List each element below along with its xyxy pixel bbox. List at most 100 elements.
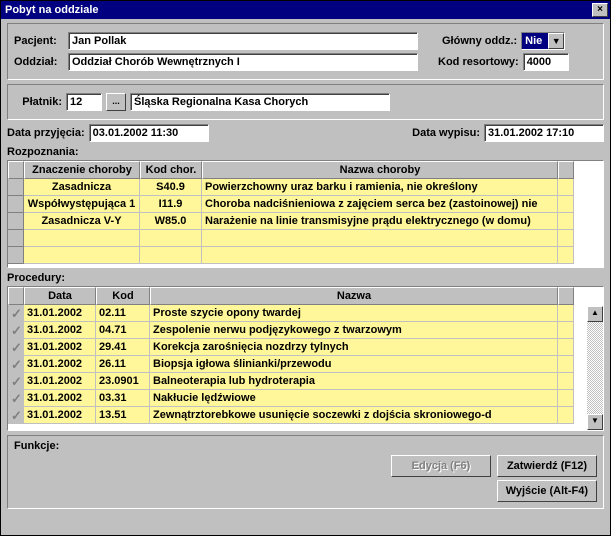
platnik-panel: Płatnik: 12 ... Śląska Regionalna Kasa C… xyxy=(7,84,604,120)
table-row[interactable]: 31.01.200226.11Biopsja igłowa ślinianki/… xyxy=(8,356,603,373)
grid-cell: Proste szycie opony twardej xyxy=(150,305,558,322)
table-row[interactable]: 31.01.200213.51Zewnątrztorebkowe usunięc… xyxy=(8,407,603,424)
grid-cell xyxy=(8,196,24,213)
data-wypisu-field[interactable]: 31.01.2002 17:10 xyxy=(484,124,604,142)
patient-panel: Pacjent: Jan Pollak Główny oddz.: Nie ▼ … xyxy=(7,23,604,80)
grid-header[interactable]: Data xyxy=(24,287,96,305)
procedury-label: Procedury: xyxy=(7,272,604,284)
grid-cell xyxy=(558,305,574,322)
grid-cell: Korekcja zarośnięcia nozdrzy tylnych xyxy=(150,339,558,356)
grid-cell: 31.01.2002 xyxy=(24,407,96,424)
grid-cell: 02.11 xyxy=(96,305,150,322)
grid-cell: Zasadnicza xyxy=(24,179,140,196)
data-przyjecia-label: Data przyjęcia: xyxy=(7,127,85,139)
check-icon xyxy=(8,373,24,390)
grid-cell xyxy=(24,247,140,264)
glowny-select[interactable]: Nie ▼ xyxy=(521,32,565,50)
table-row[interactable]: 31.01.200202.11Proste szycie opony tward… xyxy=(8,305,603,322)
grid-cell xyxy=(558,339,574,356)
table-row[interactable]: 31.01.200223.0901Balneoterapia lub hydro… xyxy=(8,373,603,390)
oddzial-field[interactable]: Oddział Chorób Wewnętrznych I xyxy=(68,53,418,71)
grid-cell xyxy=(8,247,24,264)
grid-cell: Zasadnicza V-Y xyxy=(24,213,140,230)
pacjent-field[interactable]: Jan Pollak xyxy=(68,32,418,50)
grid-header[interactable]: Kod xyxy=(96,287,150,305)
table-row[interactable]: Współwystępująca 1I11.9Choroba nadciśnie… xyxy=(8,196,603,213)
grid-header[interactable]: Nazwa xyxy=(150,287,558,305)
check-icon xyxy=(8,356,24,373)
grid-cell: 31.01.2002 xyxy=(24,305,96,322)
grid-cell xyxy=(558,179,574,196)
close-icon[interactable]: × xyxy=(592,3,608,17)
grid-cell xyxy=(558,373,574,390)
platnik-kod-field[interactable]: 12 xyxy=(66,93,102,111)
grid-header[interactable]: Nazwa choroby xyxy=(202,161,558,179)
grid-cell: Współwystępująca 1 xyxy=(24,196,140,213)
grid-cell: 03.31 xyxy=(96,390,150,407)
grid-header[interactable] xyxy=(558,161,574,179)
grid-cell xyxy=(140,247,202,264)
table-row[interactable]: 31.01.200229.41Korekcja zarośnięcia nozd… xyxy=(8,339,603,356)
grid-cell: W85.0 xyxy=(140,213,202,230)
oddzial-label: Oddział: xyxy=(14,56,64,68)
kodres-label: Kod resortowy: xyxy=(438,56,519,68)
grid-cell xyxy=(202,230,558,247)
kodres-field[interactable]: 4000 xyxy=(523,53,569,71)
grid-cell: 31.01.2002 xyxy=(24,322,96,339)
table-row[interactable] xyxy=(8,247,603,264)
grid-cell: 23.0901 xyxy=(96,373,150,390)
grid-cell: Narażenie na linie transmisyjne prądu el… xyxy=(202,213,558,230)
table-row[interactable]: 31.01.200203.31Nakłucie lędźwiowe xyxy=(8,390,603,407)
grid-cell xyxy=(140,230,202,247)
grid-cell xyxy=(558,196,574,213)
table-row[interactable] xyxy=(8,230,603,247)
grid-cell: S40.9 xyxy=(140,179,202,196)
check-icon xyxy=(8,339,24,356)
grid-header[interactable]: Znaczenie choroby xyxy=(24,161,140,179)
grid-header[interactable] xyxy=(8,287,24,305)
platnik-lookup-button[interactable]: ... xyxy=(106,93,126,111)
grid-header[interactable]: Kod chor. xyxy=(140,161,202,179)
grid-cell: 29.41 xyxy=(96,339,150,356)
wyjscie-button[interactable]: Wyjście (Alt-F4) xyxy=(497,480,597,502)
grid-cell: Choroba nadciśnieniowa z zajęciem serca … xyxy=(202,196,558,213)
grid-cell: Zespolenie nerwu podjęzykowego z twarzow… xyxy=(150,322,558,339)
titlebar: Pobyt na oddziale × xyxy=(1,1,610,19)
data-wypisu-label: Data wypisu: xyxy=(412,127,480,139)
grid-cell: 13.51 xyxy=(96,407,150,424)
scroll-track[interactable] xyxy=(587,322,603,414)
check-icon xyxy=(8,407,24,424)
check-icon xyxy=(8,322,24,339)
table-row[interactable]: ZasadniczaS40.9Powierzchowny uraz barku … xyxy=(8,179,603,196)
zatwierdz-button[interactable]: Zatwierdź (F12) xyxy=(497,455,597,477)
grid-cell xyxy=(558,356,574,373)
edycja-button: Edycja (F6) xyxy=(391,455,491,477)
grid-cell xyxy=(202,247,558,264)
grid-cell xyxy=(558,230,574,247)
scroll-down-icon[interactable]: ▼ xyxy=(587,414,603,430)
platnik-label: Płatnik: xyxy=(14,96,62,108)
grid-cell: Balneoterapia lub hydroterapia xyxy=(150,373,558,390)
glowny-value: Nie xyxy=(522,33,548,49)
grid-cell: 04.71 xyxy=(96,322,150,339)
scroll-up-icon[interactable]: ▲ xyxy=(587,306,603,322)
platnik-nazwa-field[interactable]: Śląska Regionalna Kasa Chorych xyxy=(130,93,390,111)
grid-cell: 31.01.2002 xyxy=(24,339,96,356)
grid-cell: 26.11 xyxy=(96,356,150,373)
glowny-label: Główny oddz.: xyxy=(442,35,517,47)
grid-cell: 31.01.2002 xyxy=(24,373,96,390)
grid-cell: 31.01.2002 xyxy=(24,356,96,373)
grid-cell: Zewnątrztorebkowe usunięcie soczewki z d… xyxy=(150,407,558,424)
grid-header[interactable] xyxy=(8,161,24,179)
grid-header[interactable] xyxy=(558,287,574,305)
data-przyjecia-field[interactable]: 03.01.2002 11:30 xyxy=(89,124,209,142)
diagnoses-grid: Znaczenie chorobyKod chor.Nazwa choroby … xyxy=(7,160,604,268)
table-row[interactable]: Zasadnicza V-YW85.0Narażenie na linie tr… xyxy=(8,213,603,230)
table-row[interactable]: 31.01.200204.71Zespolenie nerwu podjęzyk… xyxy=(8,322,603,339)
grid-cell xyxy=(8,213,24,230)
grid-cell xyxy=(8,230,24,247)
scrollbar-vertical[interactable]: ▲ ▼ xyxy=(587,306,603,430)
window-title: Pobyt na oddziale xyxy=(5,4,99,16)
chevron-down-icon[interactable]: ▼ xyxy=(548,33,564,49)
check-icon xyxy=(8,390,24,407)
